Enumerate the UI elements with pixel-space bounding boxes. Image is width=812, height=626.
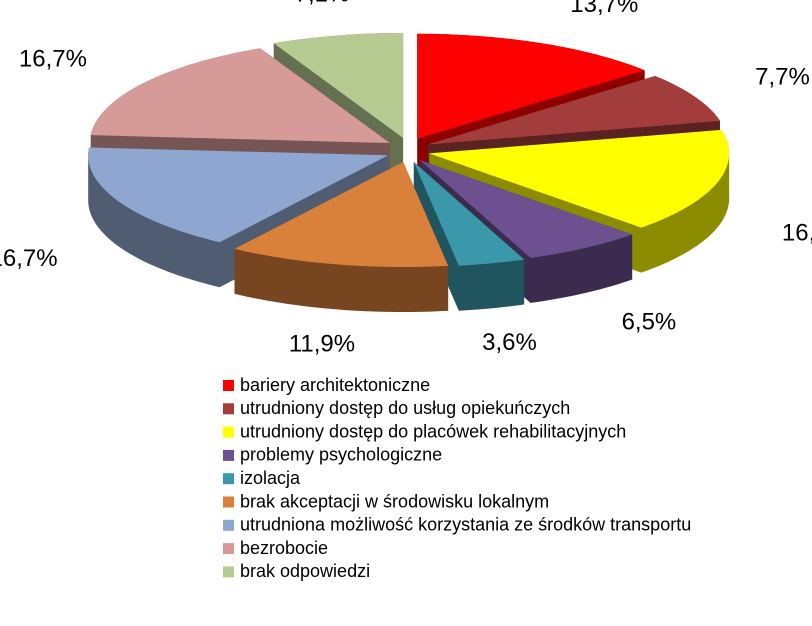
legend-label: bariery architektoniczne [240, 375, 430, 395]
legend-label: utrudniony dostęp do placówek rehabilita… [240, 421, 626, 441]
legend-label: utrudniona możliwość korzystania ze środ… [240, 515, 691, 535]
legend-label: bezrobocie [240, 538, 328, 558]
legend-swatch [223, 519, 234, 531]
legend-swatch [223, 473, 234, 485]
legend-swatch [223, 380, 234, 391]
slice [273, 32, 404, 138]
legend-label: problemy psychologiczne [240, 445, 442, 465]
value-label: 16,7% [19, 46, 87, 73]
legend-swatch [223, 543, 234, 555]
slice [429, 129, 730, 228]
legend-swatch [223, 403, 234, 415]
value-label: 11,9% [289, 331, 355, 358]
slice [427, 75, 720, 145]
legend-label: brak akceptacji w środowisku lokalnym [240, 491, 549, 511]
legend-swatch [223, 449, 234, 461]
slice [417, 33, 645, 139]
value-label: 3,6% [482, 329, 537, 356]
value-label: 16,1% [782, 220, 812, 247]
slice [234, 162, 449, 268]
slice [413, 161, 525, 266]
value-label: 13,7% [570, 0, 638, 18]
slice [88, 147, 389, 243]
value-label: 7,1% [295, 0, 350, 7]
slice [420, 160, 633, 258]
legend-swatch [223, 566, 234, 578]
value-label: 6,5% [622, 309, 677, 336]
slice [90, 48, 390, 144]
legend-label: izolacja [240, 468, 301, 488]
legend-label: utrudniony dostęp do usług opiekuńczych [240, 398, 570, 418]
legend-swatch [223, 496, 234, 508]
legend-swatch [223, 426, 234, 438]
value-label: 16,7% [0, 245, 58, 272]
legend-label: brak odpowiedzi [240, 561, 370, 581]
value-label: 7,7% [755, 64, 810, 91]
